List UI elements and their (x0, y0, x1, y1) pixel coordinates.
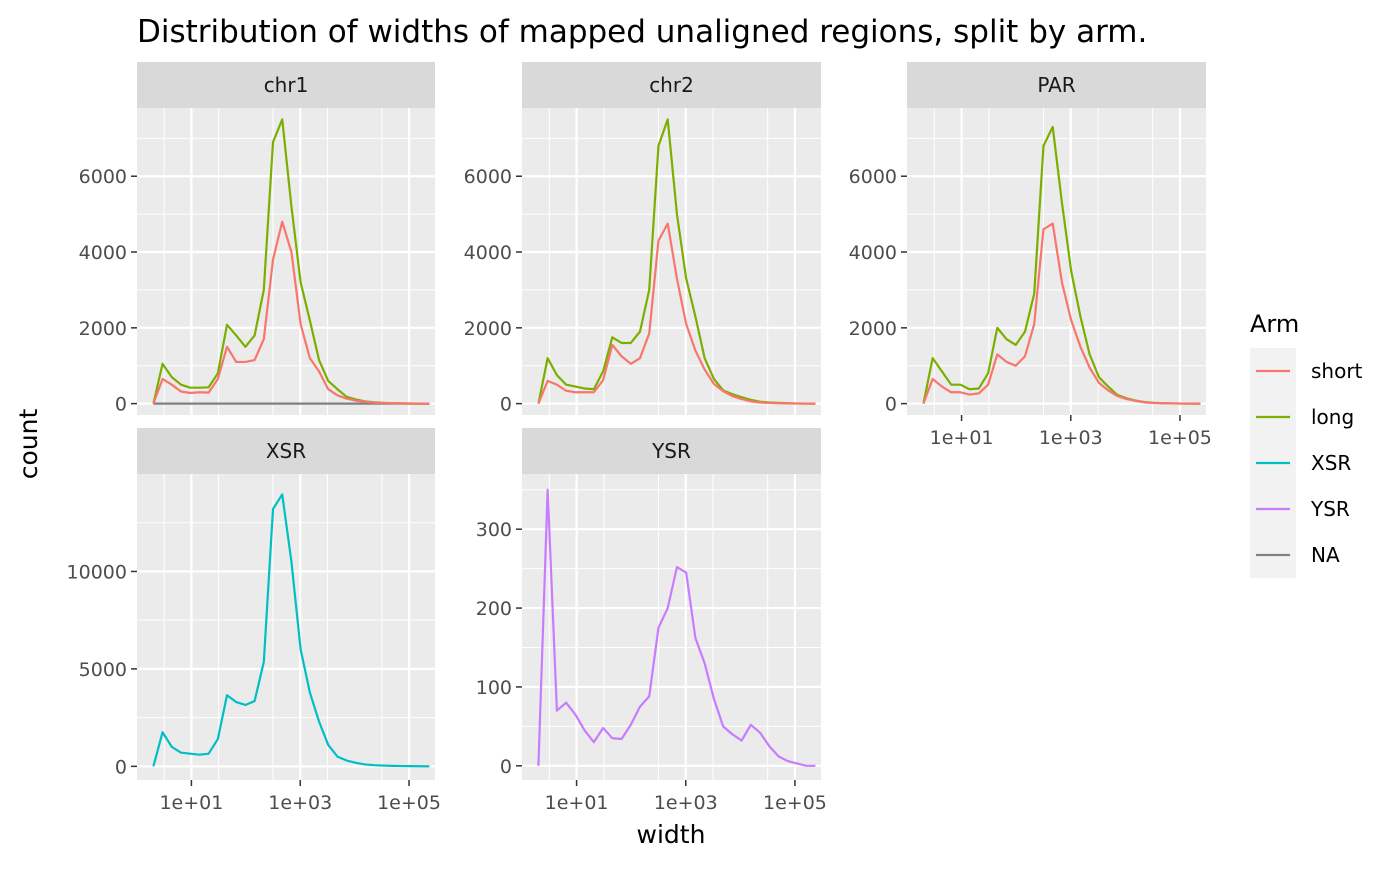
y-tick-label: 5000 (79, 659, 127, 681)
y-tick-label: 6000 (464, 166, 512, 188)
y-tick-label: 0 (115, 394, 127, 416)
y-tick-label: 0 (500, 756, 512, 778)
y-tick-label: 200 (476, 598, 512, 620)
facet-panel-chr2: chr2 0 2000 4000 6000 (464, 62, 821, 416)
facet-strip (137, 428, 435, 474)
y-axis-label: count (14, 409, 43, 480)
facet-panel-ysr: YSR 0 100 200 300 1e+01 1e+03 1e+05 (476, 428, 827, 814)
x-tick-label: 1e+01 (930, 427, 994, 449)
y-tick-label: 10000 (67, 561, 127, 583)
y-tick-label: 2000 (464, 318, 512, 340)
x-tick-label: 1e+05 (763, 792, 827, 814)
x-tick-label: 1e+05 (1148, 427, 1212, 449)
series-line-short (152, 220, 430, 405)
facet-strip-label: YSR (651, 439, 691, 463)
series-line-ysr (537, 488, 816, 767)
facet-strip-label: PAR (1037, 73, 1075, 97)
y-tick-label: 6000 (79, 166, 127, 188)
legend-label: long (1311, 405, 1354, 429)
legend-label: YSR (1310, 497, 1350, 521)
x-tick-label: 1e+05 (377, 792, 441, 814)
legend-label: XSR (1311, 451, 1351, 475)
legend: Arm short long XSR YSR NA (1250, 310, 1363, 578)
facet-strip-label: chr2 (649, 73, 694, 97)
x-axis-label: width (637, 820, 706, 849)
y-tick-label: 100 (476, 677, 512, 699)
facet-panels: chr10200040006000chr20200040006000PAR020… (67, 62, 1212, 814)
legend-title: Arm (1250, 310, 1299, 338)
y-tick-label: 0 (885, 394, 897, 416)
x-tick-label: 1e+03 (654, 792, 718, 814)
facet-strip (522, 428, 821, 474)
x-tick-label: 1e+01 (159, 792, 223, 814)
y-tick-label: 4000 (79, 242, 127, 264)
x-tick-label: 1e+01 (545, 792, 609, 814)
series-line-short (922, 222, 1201, 405)
facet-strip (137, 62, 435, 108)
y-tick-label: 4000 (849, 242, 897, 264)
y-tick-label: 300 (476, 519, 512, 541)
facet-panel-xsr: XSR 0 5000 10000 1e+01 1e+03 1e+05 (67, 428, 441, 814)
facet-strip-label: chr1 (264, 73, 309, 97)
y-tick-label: 2000 (79, 318, 127, 340)
y-tick-label: 0 (500, 394, 512, 416)
facet-panel-chr1: chr1 0 2000 4000 6000 (79, 62, 435, 416)
y-tick-label: 4000 (464, 242, 512, 264)
facet-strip (522, 62, 821, 108)
series-line-short (537, 222, 816, 405)
y-tick-label: 6000 (849, 166, 897, 188)
x-tick-label: 1e+03 (268, 792, 332, 814)
chart-title: Distribution of widths of mapped unalign… (137, 14, 1147, 50)
legend-label: short (1311, 359, 1363, 383)
facet-panel-par: PAR 0 2000 4000 6000 1e+01 1e+03 1e+05 (849, 62, 1212, 449)
y-tick-label: 0 (115, 756, 127, 778)
x-tick-label: 1e+03 (1039, 427, 1103, 449)
series-line-xsr (152, 493, 430, 768)
y-tick-label: 2000 (849, 318, 897, 340)
panel-background (522, 474, 821, 780)
facet-strip-label: XSR (266, 439, 306, 463)
facet-strip (907, 62, 1206, 108)
legend-label: NA (1311, 543, 1340, 567)
